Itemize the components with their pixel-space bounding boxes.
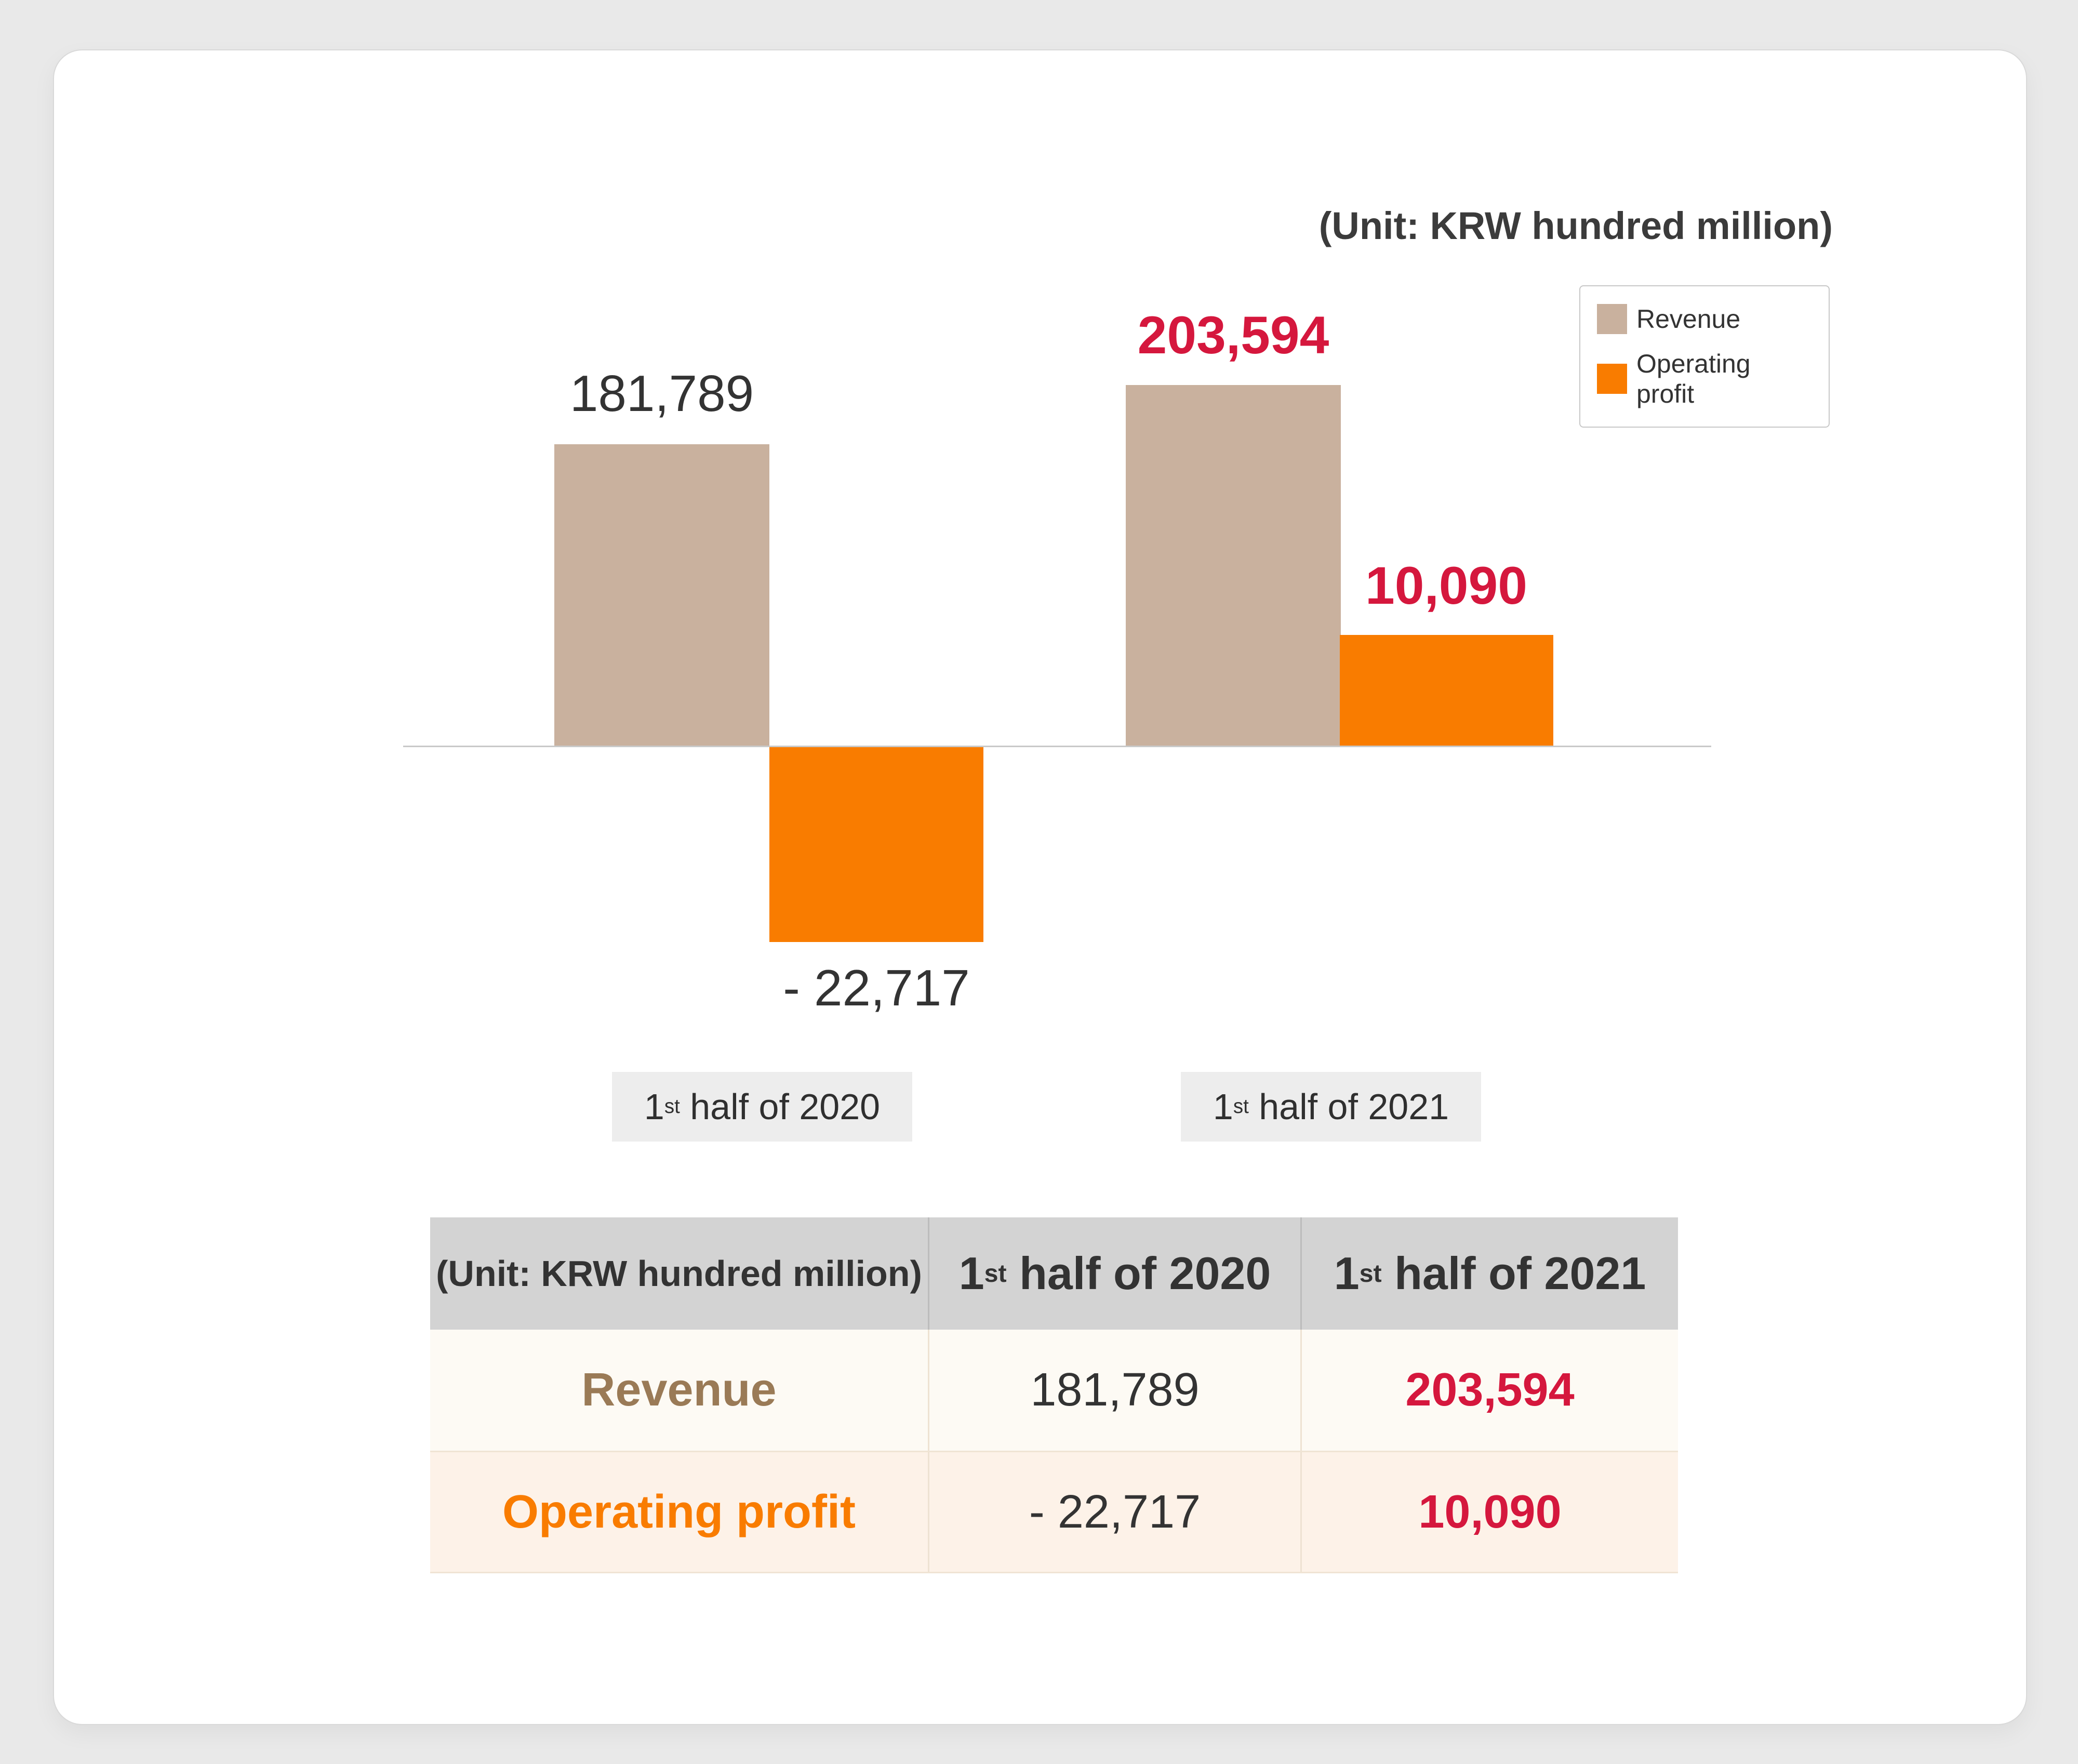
table-header-2021-number: 1 (1334, 1248, 1360, 1299)
table-header-unit: (Unit: KRW hundred million) (436, 1253, 922, 1294)
table-header-2021-text: half of 2021 (1381, 1248, 1646, 1299)
table-row-operating-profit: Operating profit - 22,717 10,090 (430, 1451, 1678, 1572)
bar-revenue-2020 (554, 444, 769, 747)
table-header-2020-text: half of 2020 (1006, 1248, 1271, 1299)
chart-plot-above-axis (54, 50, 2026, 747)
table-cell-operating-profit-2020: - 22,717 (928, 1452, 1300, 1572)
category-2020-number: 1 (644, 1086, 664, 1127)
x-axis-line (403, 746, 1711, 747)
unit-note: (Unit: KRW hundred million) (1318, 204, 1833, 247)
value-label-operating-profit-2021: 10,090 (1365, 556, 1527, 615)
legend-item-operating-profit: Operating profit (1597, 349, 1812, 409)
value-label-revenue-2020: 181,789 (569, 365, 754, 422)
category-2021-number: 1 (1213, 1086, 1233, 1127)
bar-operating-profit-2020 (769, 747, 983, 942)
legend-swatch-operating-profit-icon (1597, 364, 1627, 394)
table-cell-operating-profit-label: Operating profit (502, 1486, 856, 1538)
legend: Revenue Operating profit (1579, 285, 1830, 428)
value-label-operating-profit-2020: - 22,717 (783, 959, 970, 1016)
category-2021-text: half of 2021 (1248, 1086, 1449, 1127)
legend-label-revenue: Revenue (1636, 304, 1741, 334)
bar-revenue-2021 (1126, 385, 1341, 747)
table-cell-revenue-2021: 203,594 (1300, 1330, 1678, 1451)
chart-card: (Unit: KRW hundred million) Revenue Oper… (53, 49, 2027, 1725)
table-cell-operating-profit-2021: 10,090 (1300, 1452, 1678, 1572)
table-cell-revenue-label: Revenue (581, 1364, 777, 1416)
table-cell-revenue-2020: 181,789 (928, 1330, 1300, 1451)
table-row-revenue: Revenue 181,789 203,594 (430, 1330, 1678, 1451)
category-2020-text: half of 2020 (680, 1086, 881, 1127)
value-label-revenue-2021: 203,594 (1137, 306, 1329, 365)
chart-plot-below-axis (54, 747, 2026, 1069)
legend-swatch-revenue-icon (1597, 304, 1627, 334)
bar-operating-profit-2021 (1340, 635, 1553, 747)
table-header-2020-number: 1 (958, 1248, 984, 1299)
legend-item-revenue: Revenue (1597, 304, 1812, 334)
legend-label-operating-profit: Operating profit (1636, 349, 1751, 408)
